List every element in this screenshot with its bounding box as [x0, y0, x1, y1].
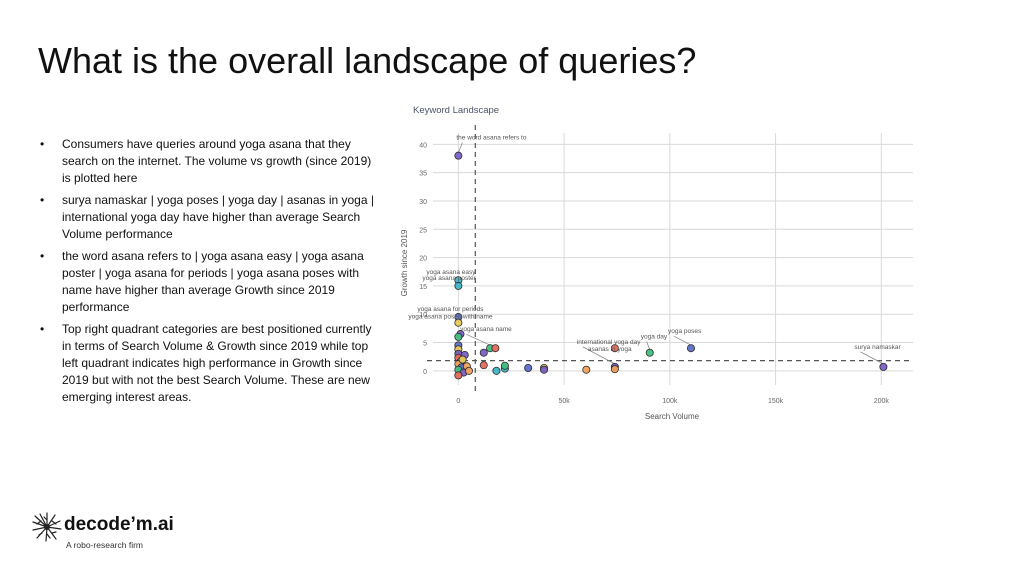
annotation-label: the word asana refers to: [456, 135, 526, 142]
data-point: [492, 366, 501, 375]
data-point: [500, 361, 509, 370]
data-point: [458, 355, 467, 364]
annotation-leader: [582, 346, 616, 365]
y-tick-label: 20: [419, 256, 427, 263]
slide-title: What is the overall landscape of queries…: [38, 40, 697, 81]
data-point: [491, 344, 500, 353]
chart-title: Keyword Landscape: [413, 105, 499, 116]
bullet-item: Top right quadrant categories are best p…: [38, 321, 374, 406]
annotation-label: yoga asana poses with name: [408, 314, 493, 321]
y-tick-label: 30: [419, 199, 427, 206]
y-tick-label: 15: [419, 284, 427, 291]
average-lines: [427, 125, 913, 393]
x-tick-label: 50k: [558, 398, 570, 405]
annotation-label: yoga asana name: [460, 326, 512, 333]
y-tick-label: 35: [419, 171, 427, 178]
y-tick-label: 25: [419, 227, 427, 234]
annotation-label: yoga asana poster: [422, 275, 476, 282]
data-point: [524, 364, 533, 373]
data-point: [454, 332, 463, 341]
point-surya-namaskar: [879, 362, 888, 371]
point-yoga-asana-poster: [454, 281, 463, 290]
y-tick-label: 10: [419, 312, 427, 319]
annotation-label: international yoga day: [577, 339, 641, 346]
data-point: [479, 348, 488, 357]
keyword-landscape-chart: Keyword Landscape 0 5 10 15 20 25 30 35 40 0 50k 10…: [400, 105, 913, 421]
point-yoga-day: [645, 348, 654, 357]
data-point: [582, 365, 591, 374]
annotation-leader: [646, 341, 651, 350]
grid: [433, 133, 913, 385]
bullet-item: the word asana refers to | yoga asana ea…: [38, 248, 374, 316]
annotation-leader: [673, 335, 692, 346]
data-point: [479, 361, 488, 370]
point-yoga-poses: [686, 344, 695, 353]
x-tick-label: 100k: [662, 398, 678, 405]
data-point: [464, 366, 473, 375]
annotation-leader: [860, 351, 884, 365]
annotation-label: surya namaskar: [854, 344, 901, 351]
x-tick-label: 200k: [874, 398, 890, 405]
y-tick-label: 5: [423, 341, 427, 348]
data-point: [454, 371, 463, 380]
annotation-label: yoga asana for periods: [417, 306, 484, 313]
x-tick-label: 150k: [768, 398, 784, 405]
annotation-leader: [465, 333, 491, 346]
y-axis-label: Growth since 2019: [400, 229, 409, 296]
annotation-leaders: [458, 142, 884, 365]
annotation-leader: [458, 142, 463, 153]
y-tick-label: 0: [423, 369, 427, 376]
point-the-word-asana-refers-to: [454, 151, 463, 160]
bullet-item: Consumers have queries around yoga asana…: [38, 136, 374, 187]
annotation-label: yoga asana easy: [426, 269, 476, 276]
data-points: [454, 151, 888, 380]
y-tick-label: 40: [419, 142, 427, 149]
logo-mark-icon: [32, 512, 62, 542]
annotation-label: yoga day: [641, 334, 668, 341]
data-point: [540, 365, 549, 374]
logo-name: decode’m.ai: [64, 514, 174, 535]
x-axis-label: Search Volume: [645, 412, 700, 421]
point-yoga-asana-poses-with-name: [454, 318, 463, 327]
bullet-list: Consumers have queries around yoga asana…: [38, 136, 374, 411]
data-point: [610, 365, 619, 374]
x-tick-label: 0: [456, 398, 460, 405]
logo-tagline: A robo-research firm: [66, 540, 143, 550]
axis-ticks: 0 5 10 15 20 25 30 35 40 0 50k 100k 150k 200k: [419, 142, 889, 405]
point-asanas-in-yoga: [610, 344, 619, 353]
bullet-item: surya namaskar | yoga poses | yoga day |…: [38, 192, 374, 243]
annotation-label: asanas in yoga: [588, 346, 632, 353]
annotation-label: yoga poses: [668, 328, 702, 335]
